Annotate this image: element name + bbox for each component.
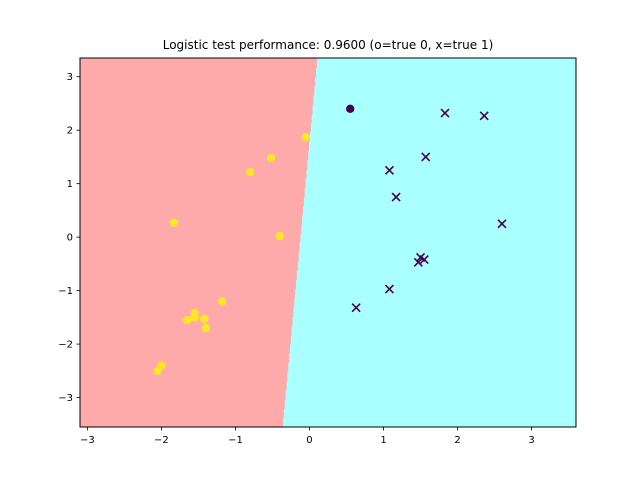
boundary-step bbox=[282, 408, 284, 419]
boundary-step bbox=[286, 362, 289, 373]
boundary-step bbox=[281, 417, 283, 427]
boundary-step bbox=[292, 307, 294, 317]
x-tick-label: 2 bbox=[454, 435, 460, 446]
boundary-step bbox=[307, 141, 310, 151]
boundary-step bbox=[285, 380, 287, 391]
boundary-step bbox=[314, 67, 317, 77]
boundary-step bbox=[283, 399, 285, 410]
boundary-step bbox=[313, 76, 316, 87]
boundary-step bbox=[302, 196, 304, 207]
point-true-0 bbox=[201, 323, 211, 333]
boundary-step bbox=[291, 316, 293, 327]
boundary-step bbox=[287, 353, 290, 363]
boundary-step bbox=[296, 260, 298, 271]
boundary-step bbox=[305, 168, 307, 179]
y-tick-label: −2 bbox=[58, 340, 73, 351]
point-true-1 bbox=[384, 284, 395, 294]
boundary-step bbox=[306, 159, 308, 170]
y-tick-label: 3 bbox=[67, 72, 73, 83]
point-true-0 bbox=[200, 314, 209, 324]
boundary-step bbox=[297, 251, 299, 262]
boundary-step bbox=[311, 104, 313, 114]
point-true-1 bbox=[351, 303, 361, 313]
point-true-0 bbox=[217, 297, 227, 306]
point-true-1 bbox=[413, 257, 423, 267]
chart-title: Logistic test performance: 0.9600 (o=tru… bbox=[163, 38, 494, 52]
boundary-step bbox=[300, 224, 302, 234]
boundary-step bbox=[295, 270, 297, 280]
boundary-step bbox=[309, 122, 311, 133]
y-tick-label: −3 bbox=[58, 393, 73, 404]
boundary-step bbox=[293, 288, 296, 299]
boundary-step bbox=[300, 214, 303, 225]
boundary-step bbox=[286, 371, 288, 382]
boundary-step bbox=[315, 58, 317, 68]
y-axis: −3 −2 −1 0 1 2 3 bbox=[58, 72, 80, 404]
boundary-step bbox=[306, 150, 309, 160]
y-tick-label: 0 bbox=[67, 233, 73, 244]
x-tick-label: 0 bbox=[306, 435, 312, 446]
point-true-1 bbox=[421, 152, 431, 162]
point-true-0 bbox=[169, 218, 179, 227]
boundary-step bbox=[310, 113, 312, 124]
boundary-step bbox=[304, 177, 306, 188]
boundary-step bbox=[312, 94, 314, 105]
y-tick-label: −1 bbox=[58, 286, 73, 297]
x-tick-label: 3 bbox=[528, 435, 534, 446]
boundary-step bbox=[298, 242, 300, 253]
x-tick-label: −3 bbox=[80, 435, 95, 446]
region-class-0 bbox=[80, 58, 317, 427]
point-true-0 bbox=[157, 361, 166, 370]
boundary-step bbox=[313, 85, 315, 96]
point-true-0 bbox=[301, 132, 310, 142]
x-tick-label: 1 bbox=[380, 435, 386, 446]
boundary-step bbox=[301, 205, 303, 216]
boundary-step bbox=[288, 343, 290, 354]
plot-frame bbox=[79, 57, 577, 428]
boundary-step bbox=[299, 233, 301, 243]
data-points bbox=[153, 104, 507, 376]
point-true-1 bbox=[391, 192, 401, 202]
x-axis: −3 −2 −1 0 1 2 3 bbox=[80, 427, 535, 446]
point-true-1 bbox=[479, 111, 489, 121]
boundary-step bbox=[294, 279, 297, 290]
point-true-0 bbox=[346, 104, 355, 114]
boundary-step bbox=[303, 187, 305, 197]
y-tick-label: 1 bbox=[67, 179, 73, 190]
boundary-step bbox=[293, 297, 295, 308]
boundary-step bbox=[290, 325, 292, 336]
point-true-1 bbox=[384, 165, 395, 175]
boundary-step bbox=[289, 334, 291, 345]
x-tick-label: −2 bbox=[154, 435, 169, 446]
y-tick-label: 2 bbox=[67, 126, 73, 137]
point-true-0 bbox=[183, 315, 192, 325]
x-tick-label: −1 bbox=[228, 435, 243, 446]
boundary-step bbox=[284, 390, 286, 400]
point-true-0 bbox=[190, 313, 199, 322]
point-true-1 bbox=[440, 108, 450, 118]
point-true-0 bbox=[266, 153, 276, 163]
point-true-1 bbox=[419, 255, 429, 265]
point-true-1 bbox=[497, 219, 507, 229]
point-true-0 bbox=[275, 231, 285, 241]
point-true-0 bbox=[246, 167, 255, 177]
